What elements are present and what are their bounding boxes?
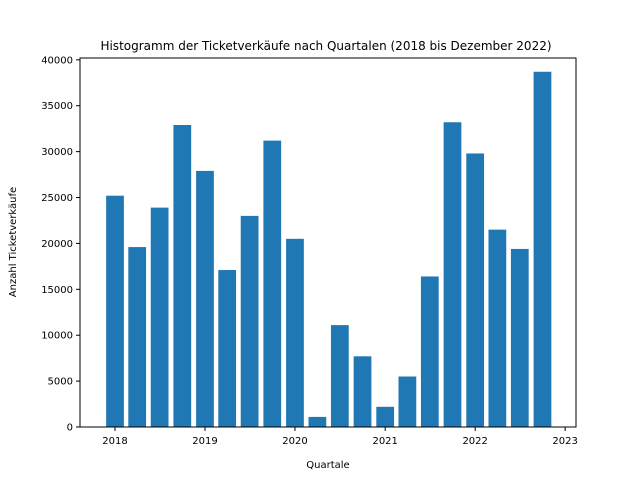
y-tick-label: 10000 bbox=[41, 331, 73, 342]
x-tick-label: 2023 bbox=[552, 436, 577, 447]
y-axis-title: Anzahl Ticketverkäufe bbox=[8, 187, 19, 297]
x-axis: 2018 2019 2020 2021 2022 2023 bbox=[102, 427, 578, 447]
bar bbox=[398, 376, 417, 427]
x-tick-label: 2019 bbox=[192, 436, 217, 447]
bar bbox=[443, 122, 462, 427]
bar bbox=[128, 247, 147, 427]
bar bbox=[196, 170, 214, 427]
bar bbox=[466, 153, 485, 427]
y-tick-label: 25000 bbox=[41, 193, 73, 204]
bar bbox=[420, 276, 439, 427]
x-tick-label: 2021 bbox=[372, 436, 397, 447]
bar bbox=[263, 140, 282, 428]
bar bbox=[376, 406, 395, 427]
y-tick-label: 35000 bbox=[41, 101, 73, 112]
bar bbox=[533, 71, 552, 428]
bar bbox=[286, 238, 304, 427]
y-tick-label: 15000 bbox=[41, 285, 73, 296]
plot-frame bbox=[79, 57, 577, 428]
bar bbox=[510, 248, 529, 427]
x-tick-label: 2018 bbox=[102, 436, 127, 447]
bar-group bbox=[106, 71, 552, 428]
chart-title: Histogramm der Ticketverkäufe nach Quart… bbox=[100, 39, 551, 53]
y-axis: 0 5000 10000 15000 20000 25000 30000 35000 40000 bbox=[41, 55, 80, 434]
y-tick-label: 5000 bbox=[48, 377, 73, 388]
x-tick-label: 2022 bbox=[462, 436, 487, 447]
bar bbox=[308, 416, 327, 427]
y-tick-label: 20000 bbox=[41, 239, 73, 250]
bar bbox=[488, 229, 507, 427]
y-tick-label: 0 bbox=[67, 423, 73, 434]
bar bbox=[150, 207, 169, 427]
bar bbox=[218, 270, 237, 427]
bar bbox=[173, 125, 192, 427]
bar bbox=[106, 195, 124, 427]
x-tick-label: 2020 bbox=[282, 436, 307, 447]
bar bbox=[330, 325, 349, 427]
bar bbox=[353, 356, 372, 427]
bar bbox=[240, 215, 259, 427]
y-tick-label: 30000 bbox=[41, 147, 73, 158]
x-axis-title: Quartale bbox=[306, 460, 349, 471]
y-tick-label: 40000 bbox=[41, 55, 73, 66]
